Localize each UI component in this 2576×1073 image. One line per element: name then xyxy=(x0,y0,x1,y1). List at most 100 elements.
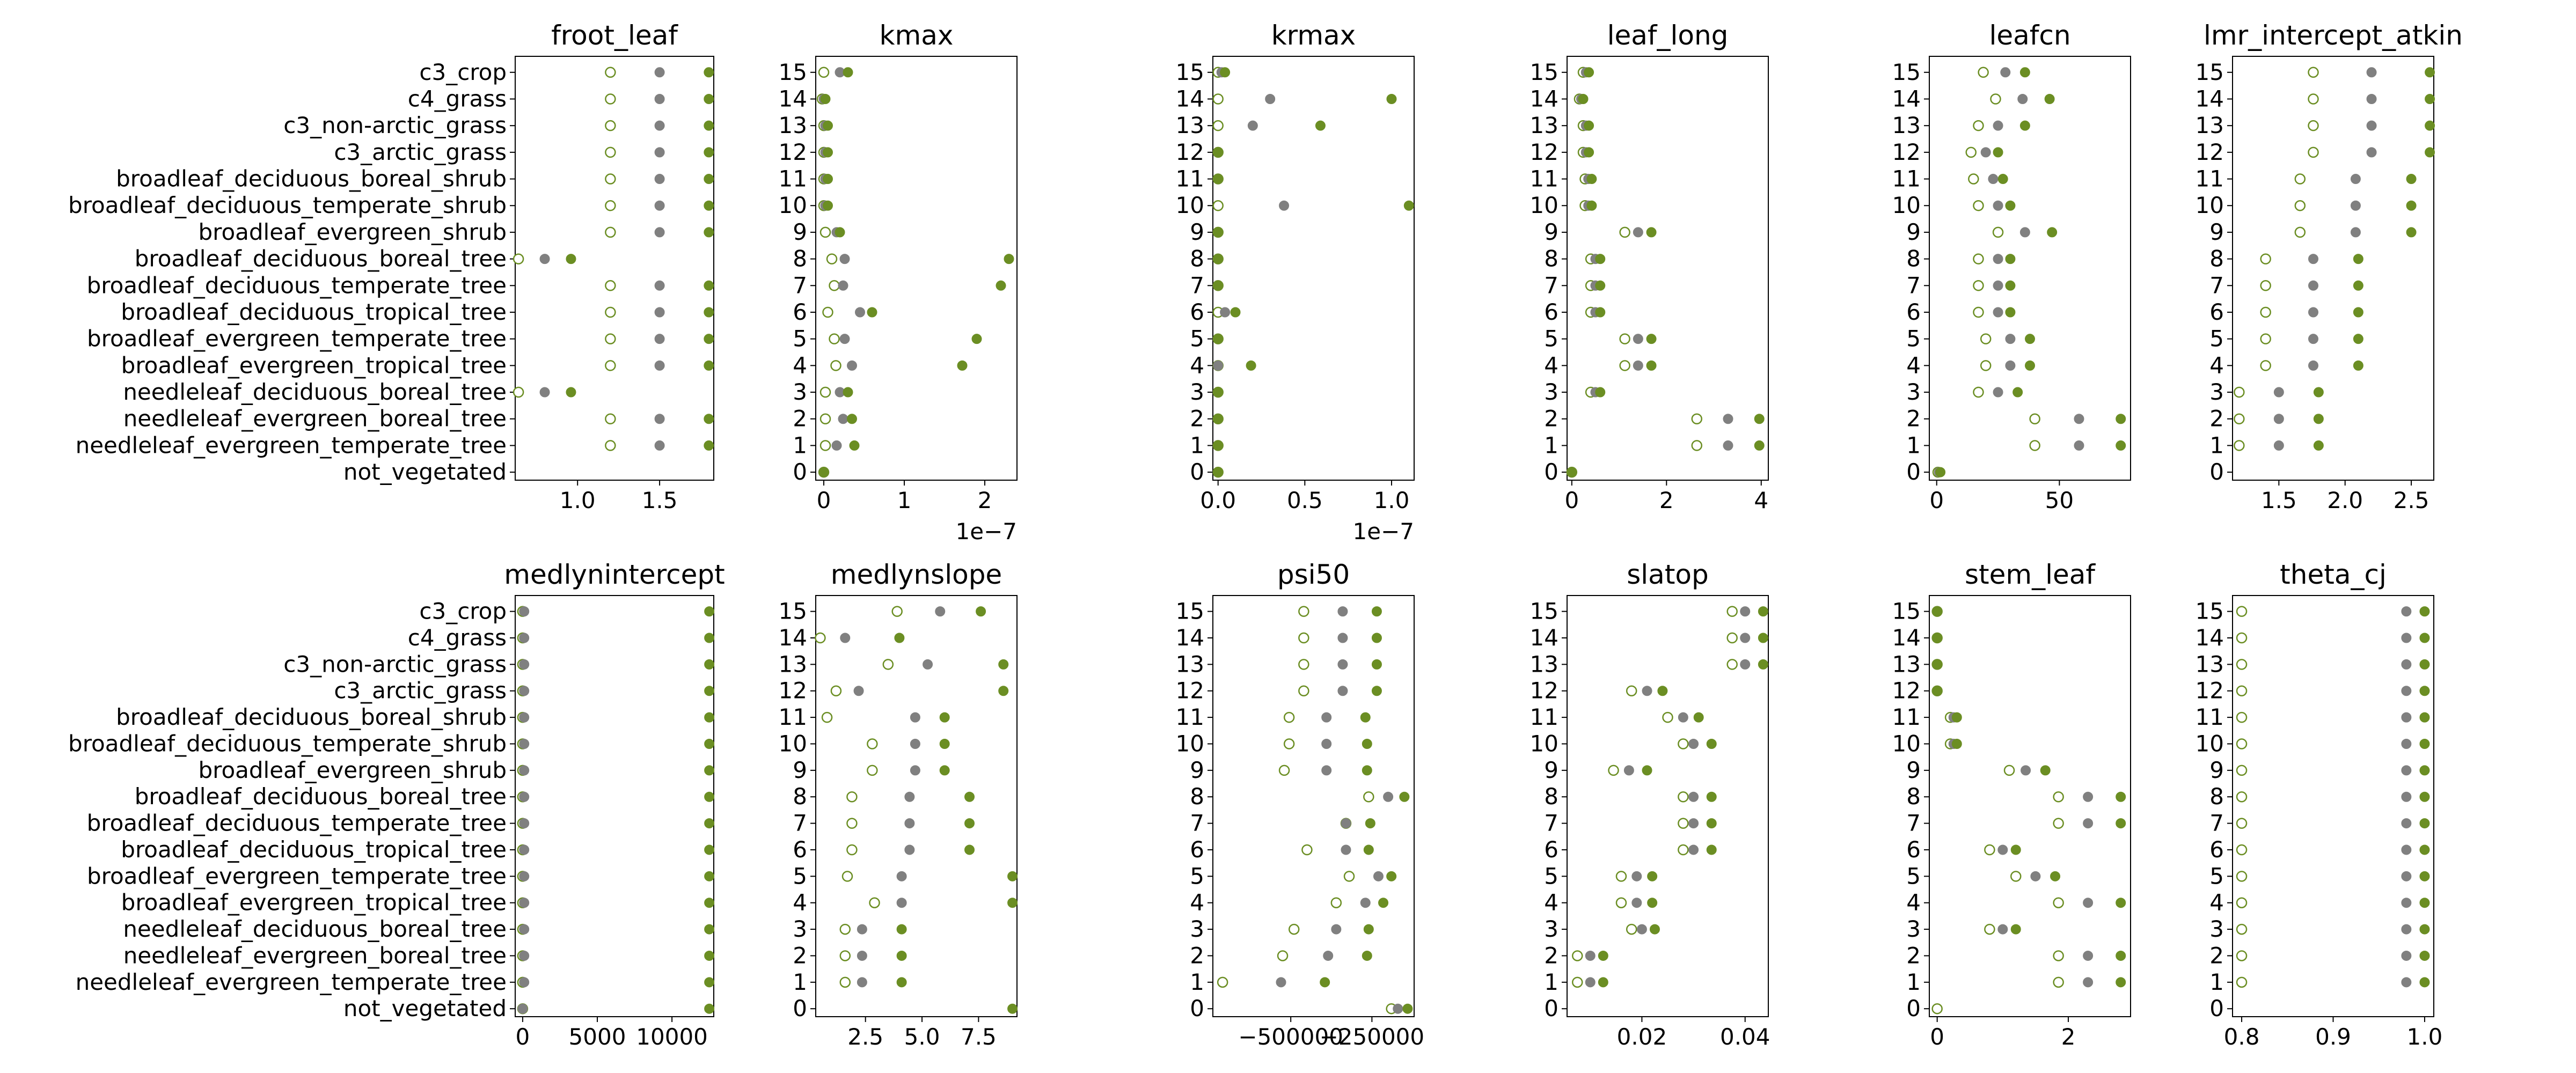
point-low xyxy=(1726,659,1738,670)
point-low xyxy=(2236,711,2248,723)
point-low xyxy=(1973,280,1984,291)
y-tick-label: 14 xyxy=(1892,85,1921,112)
point-high xyxy=(823,120,833,131)
point-high xyxy=(2010,844,2021,855)
y-tick-label: c4_grass xyxy=(408,624,507,651)
point-low xyxy=(1330,897,1342,908)
point-low xyxy=(1277,950,1289,961)
point-low xyxy=(1978,67,1989,78)
point-low xyxy=(2053,818,2064,829)
point-low xyxy=(1678,844,1689,856)
y-tick-label: 10 xyxy=(1892,192,1921,218)
x-tick-label: 1.0 xyxy=(2407,1024,2443,1050)
point-default xyxy=(838,414,848,424)
point-default xyxy=(1688,844,1699,855)
y-tick-label: broadleaf_evergreen_shrub xyxy=(198,757,507,783)
point-low xyxy=(1626,685,1637,696)
point-low xyxy=(2003,765,2015,776)
point-high xyxy=(849,440,860,451)
point-low xyxy=(867,738,878,749)
point-low xyxy=(1571,976,1583,988)
point-default xyxy=(1740,633,1751,643)
y-tick-label: 15 xyxy=(1892,598,1921,624)
point-low xyxy=(1278,765,1290,776)
x-tick-label: 0.9 xyxy=(2315,1024,2351,1050)
y-tick-label: 8 xyxy=(1544,246,1558,272)
y-tick-label: 7 xyxy=(793,272,807,298)
x-tick-label: 2 xyxy=(978,487,992,513)
point-default xyxy=(2273,440,2284,451)
point-low xyxy=(846,844,858,856)
point-default xyxy=(1585,977,1596,988)
y-tick-label: 10 xyxy=(2196,192,2224,218)
point-high xyxy=(1378,898,1389,908)
point-high xyxy=(896,924,907,935)
point-low xyxy=(1619,360,1630,371)
y-tick-label: 4 xyxy=(2209,352,2224,378)
x-tick-label: 10000 xyxy=(636,1024,708,1050)
point-high xyxy=(2005,254,2016,264)
point-default xyxy=(904,791,915,802)
point-low xyxy=(1301,844,1313,856)
y-tick-label: c4_grass xyxy=(408,85,507,112)
point-default xyxy=(2401,818,2412,829)
y-tick-label: 6 xyxy=(2209,836,2224,863)
point-high xyxy=(1220,67,1231,78)
point-high xyxy=(1649,924,1660,935)
y-tick-label: 14 xyxy=(1530,624,1558,651)
point-default xyxy=(1993,387,2003,398)
point-default xyxy=(654,227,665,238)
y-tick-label: broadleaf_evergreen_shrub xyxy=(198,219,507,245)
point-default xyxy=(1321,712,1332,723)
y-tick-label: 15 xyxy=(1176,59,1204,85)
point-default xyxy=(519,844,530,855)
point-low xyxy=(1212,93,1224,105)
y-tick-label: 7 xyxy=(2209,810,2224,836)
point-high xyxy=(835,227,845,238)
point-low xyxy=(867,765,878,776)
point-default xyxy=(935,606,946,617)
y-tick-label: 4 xyxy=(1906,352,1921,378)
point-high xyxy=(1371,686,1382,696)
point-low xyxy=(830,360,841,371)
y-tick-label: 6 xyxy=(793,836,807,863)
y-tick-label: 14 xyxy=(2196,85,2224,112)
point-default xyxy=(1321,738,1332,749)
point-high xyxy=(704,818,715,829)
y-tick-label: 3 xyxy=(1906,379,1921,405)
x-tick-label: 2.0 xyxy=(2327,487,2363,513)
point-default xyxy=(1631,898,1642,908)
point-high xyxy=(2116,898,2126,908)
point-high xyxy=(704,360,714,371)
point-default xyxy=(654,200,665,211)
point-default xyxy=(2401,686,2412,696)
point-default xyxy=(910,738,920,749)
y-tick-label: 14 xyxy=(1176,85,1204,112)
point-default xyxy=(654,360,665,371)
y-tick-label: c3_crop xyxy=(419,59,507,85)
point-high xyxy=(1951,738,1962,749)
point-default xyxy=(1585,950,1596,961)
point-low xyxy=(846,818,858,829)
point-low xyxy=(1980,360,1992,371)
point-high xyxy=(2419,977,2430,988)
y-tick-label: 5 xyxy=(793,326,807,352)
y-tick-label: 15 xyxy=(1892,59,1921,85)
y-tick-label: 12 xyxy=(779,678,807,704)
point-high xyxy=(1993,147,2003,158)
point-low xyxy=(1615,871,1627,882)
point-default xyxy=(857,924,867,935)
point-low xyxy=(1984,923,1995,935)
point-low xyxy=(2053,976,2064,988)
point-default xyxy=(1337,659,1348,670)
point-high xyxy=(2353,280,2363,291)
x-tick-label: 1 xyxy=(897,487,912,513)
point-high xyxy=(998,686,1009,696)
point-low xyxy=(605,200,616,211)
x-tick-label: 1.5 xyxy=(642,487,678,513)
y-tick-label: broadleaf_deciduous_boreal_shrub xyxy=(116,704,507,730)
y-tick-label: 15 xyxy=(1530,598,1558,624)
y-tick-label: 0 xyxy=(1190,459,1204,485)
